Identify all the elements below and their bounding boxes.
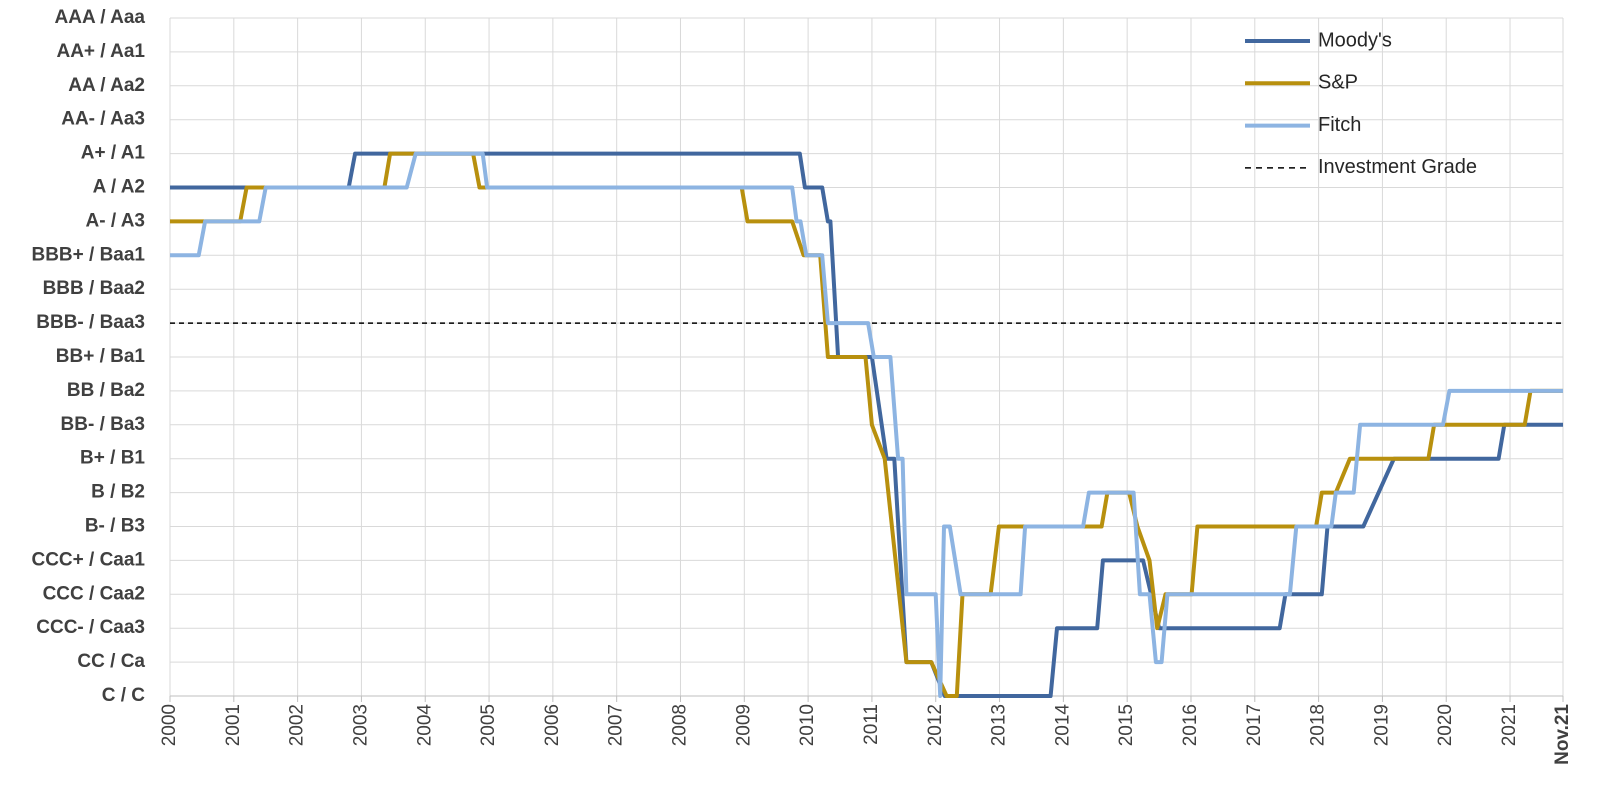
x-tick-label: 2003 [350,704,371,746]
x-tick-label: 2017 [1244,704,1265,746]
x-tick-label: 2000 [159,704,180,746]
x-tick-label: 2008 [670,704,691,746]
y-tick-label: AA / Aa2 [68,75,145,96]
x-tick-label: 2019 [1371,704,1392,746]
y-tick-label: CC / Ca [77,651,145,672]
x-tick-label: 2012 [925,704,946,746]
legend-label: Moody's [1318,29,1392,51]
y-tick-label: B- / B3 [85,516,145,537]
x-tick-label: 2005 [478,704,499,746]
x-tick-label: 2013 [989,704,1010,746]
x-tick-label: 2016 [1180,704,1201,746]
series-line [170,151,1563,698]
x-tick-label: 2001 [223,704,244,746]
x-tick-label: 2015 [1116,704,1137,746]
legend-label: Fitch [1318,114,1361,136]
x-tick-label: 2021 [1499,704,1520,746]
x-tick-label: 2006 [542,704,563,746]
legend-label: S&P [1318,72,1358,94]
x-tick-label: 2011 [861,704,882,745]
y-tick-label: B / B2 [91,482,145,503]
x-tick-label: Nov.21 [1552,704,1573,765]
y-tick-label: CCC / Caa2 [43,583,145,604]
legend: Moody's S&P Fitch Investment Grade [1245,29,1477,178]
legend-label: Investment Grade [1318,156,1477,178]
y-tick-label: CCC+ / Caa1 [31,549,145,570]
x-tick-label: 2018 [1308,704,1329,746]
y-tick-label: AAA / Aaa [55,7,146,28]
y-tick-label: B+ / B1 [80,448,145,469]
y-tick-label: BB- / Ba3 [61,414,145,435]
y-tick-label: BB+ / Ba1 [56,346,146,367]
y-tick-label: A- / A3 [86,210,145,231]
y-tick-label: BB / Ba2 [67,380,145,401]
y-tick-label: A / A2 [93,177,145,198]
y-tick-label: CCC- / Caa3 [36,617,145,638]
y-tick-label: A+ / A1 [81,143,146,164]
y-tick-label: BBB / Baa2 [43,278,145,299]
x-tick-label: 2004 [414,704,435,747]
x-tick-label: 2002 [287,704,308,746]
x-tick-label: 2009 [733,704,754,746]
x-tick-label: 2020 [1435,704,1456,746]
y-tick-label: BBB- / Baa3 [36,312,145,333]
x-tick-label: 2007 [606,704,627,746]
series-line [170,151,1563,698]
y-tick-label: C / C [102,685,146,706]
y-tick-label: AA+ / Aa1 [56,41,145,62]
x-tick-label: 2010 [797,704,818,746]
y-tick-label: AA- / Aa3 [61,109,145,130]
x-tick-label: 2014 [1052,704,1073,747]
y-tick-label: BBB+ / Baa1 [31,244,145,265]
